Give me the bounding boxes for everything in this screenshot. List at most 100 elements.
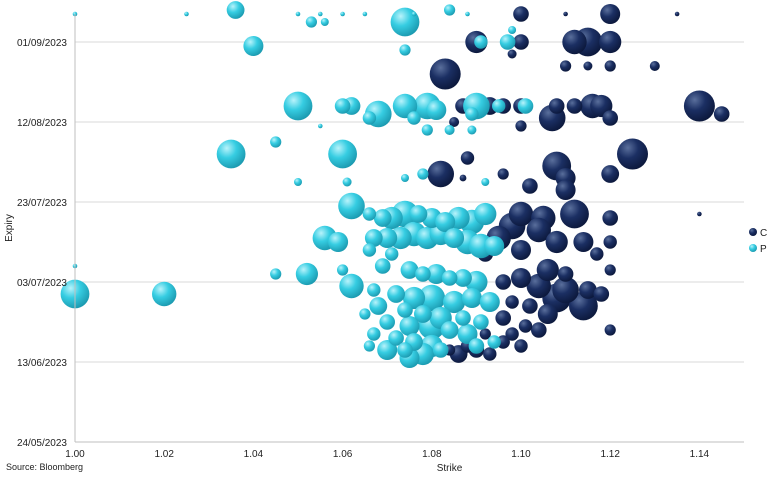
point-C-65 bbox=[560, 60, 572, 72]
point-P-80 bbox=[362, 243, 377, 257]
point-P-29 bbox=[443, 290, 466, 314]
point-C-67 bbox=[515, 120, 527, 132]
point-C-22 bbox=[545, 230, 568, 254]
point-P-64 bbox=[415, 266, 431, 282]
point-P-57 bbox=[414, 305, 432, 323]
point-C-30 bbox=[537, 304, 558, 324]
point-C-49 bbox=[593, 286, 610, 302]
y-axis-title: Expiry bbox=[4, 214, 15, 242]
point-P-75 bbox=[362, 111, 377, 125]
point-P-41 bbox=[426, 264, 447, 284]
point-P-76 bbox=[407, 111, 421, 125]
point-C-55 bbox=[460, 151, 475, 165]
point-P-43 bbox=[479, 292, 500, 312]
y-tick-label-1: 12/08/2023 bbox=[17, 118, 67, 129]
point-P-86 bbox=[305, 16, 317, 28]
legend-label-P: P bbox=[760, 244, 767, 255]
point-P-50 bbox=[373, 209, 392, 227]
point-C-9 bbox=[427, 160, 455, 188]
point-C-63 bbox=[514, 339, 528, 353]
point-C-58 bbox=[505, 295, 519, 309]
point-C-1 bbox=[683, 90, 715, 122]
point-P-67 bbox=[455, 310, 471, 326]
point-P-56 bbox=[369, 297, 388, 315]
point-P-107 bbox=[340, 11, 345, 17]
point-P-51 bbox=[409, 205, 428, 223]
y-tick-label-2: 23/07/2023 bbox=[17, 198, 67, 209]
point-P-38 bbox=[377, 228, 398, 248]
point-C-2 bbox=[617, 138, 648, 170]
point-P-104 bbox=[184, 11, 189, 17]
point-P-85 bbox=[444, 4, 456, 16]
point-P-52 bbox=[364, 229, 383, 247]
point-P-77 bbox=[465, 107, 479, 121]
point-C-73 bbox=[649, 61, 660, 71]
y-tick-label-3: 03/07/2023 bbox=[17, 278, 67, 289]
point-P-42 bbox=[461, 288, 482, 308]
point-C-48 bbox=[495, 274, 512, 290]
point-P-105 bbox=[295, 11, 301, 17]
point-P-54 bbox=[454, 269, 472, 287]
point-P-40 bbox=[484, 236, 505, 256]
point-C-69 bbox=[604, 264, 616, 276]
point-C-41 bbox=[566, 98, 583, 114]
point-C-26 bbox=[555, 180, 576, 200]
point-C-28 bbox=[511, 240, 531, 260]
point-P-94 bbox=[363, 340, 375, 352]
point-C-75 bbox=[507, 49, 517, 59]
source-note: Source: Bloomberg bbox=[6, 462, 84, 472]
point-C-24 bbox=[600, 4, 621, 24]
point-C-16 bbox=[526, 217, 551, 243]
point-P-10 bbox=[418, 284, 446, 312]
point-P-22 bbox=[474, 202, 497, 226]
point-P-36 bbox=[435, 212, 456, 232]
point-C-79 bbox=[674, 11, 680, 17]
point-C-45 bbox=[602, 210, 618, 226]
legend-marker-C bbox=[749, 228, 757, 236]
x-tick-label-3: 1.06 bbox=[333, 449, 353, 460]
point-P-84 bbox=[487, 335, 501, 349]
point-C-72 bbox=[604, 324, 616, 336]
point-P-82 bbox=[367, 283, 381, 297]
point-C-64 bbox=[483, 347, 497, 361]
point-P-88 bbox=[421, 124, 433, 136]
point-P-92 bbox=[270, 268, 282, 280]
x-tick-label-4: 1.08 bbox=[422, 449, 442, 460]
point-C-35 bbox=[513, 6, 529, 22]
point-C-56 bbox=[603, 235, 617, 249]
point-P-89 bbox=[270, 136, 282, 148]
point-P-63 bbox=[374, 258, 391, 274]
point-P-91 bbox=[337, 264, 349, 276]
point-P-110 bbox=[465, 11, 470, 17]
point-C-20 bbox=[599, 30, 622, 54]
point-P-68 bbox=[473, 314, 489, 330]
point-C-60 bbox=[505, 327, 519, 341]
point-C-76 bbox=[583, 61, 593, 71]
point-P-99 bbox=[508, 26, 517, 34]
point-P-62 bbox=[517, 98, 534, 114]
point-P-19 bbox=[339, 273, 364, 299]
x-tick-label-5: 1.10 bbox=[511, 449, 531, 460]
point-C-57 bbox=[590, 247, 604, 261]
point-P-83 bbox=[367, 327, 381, 341]
point-C-47 bbox=[557, 266, 574, 282]
point-C-52 bbox=[495, 310, 512, 326]
point-P-90 bbox=[417, 168, 429, 180]
point-C-29 bbox=[511, 268, 531, 288]
point-C-0 bbox=[429, 58, 461, 90]
y-tick-label-4: 13/06/2023 bbox=[17, 358, 67, 369]
point-C-66 bbox=[604, 60, 616, 72]
point-C-80 bbox=[697, 211, 702, 217]
point-P-18 bbox=[152, 281, 177, 307]
point-C-36 bbox=[513, 34, 529, 50]
x-tick-label-2: 1.04 bbox=[244, 449, 264, 460]
point-C-70 bbox=[479, 328, 491, 340]
point-C-44 bbox=[522, 178, 538, 194]
legend-marker-P bbox=[749, 244, 757, 252]
point-P-65 bbox=[441, 270, 458, 286]
point-P-101 bbox=[294, 178, 302, 186]
point-P-39 bbox=[444, 228, 465, 248]
point-C-32 bbox=[601, 165, 620, 183]
point-P-34 bbox=[426, 100, 447, 120]
